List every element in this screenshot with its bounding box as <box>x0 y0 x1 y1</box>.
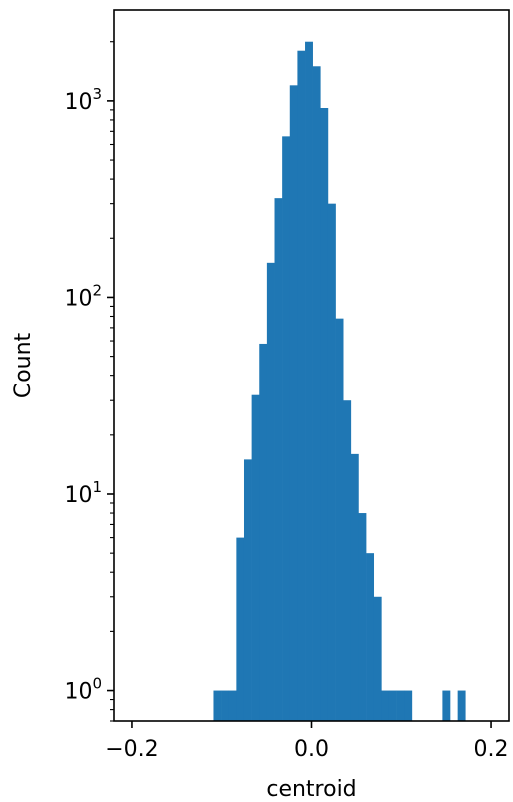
y-axis-label: Count <box>11 332 36 398</box>
histogram-bar <box>327 203 336 722</box>
histogram-bar <box>404 690 413 721</box>
histogram-bar <box>297 50 306 721</box>
y-tick-label: 102 <box>64 281 102 311</box>
histogram-bar <box>358 513 367 721</box>
histogram-bar <box>274 198 283 721</box>
histogram-bar <box>457 690 466 721</box>
histogram-bar <box>312 66 321 721</box>
histogram-bar <box>343 400 352 721</box>
histogram-bar <box>381 690 390 721</box>
histogram-bar <box>243 459 252 721</box>
histogram-bar <box>221 690 230 721</box>
x-tick-label: 0.0 <box>294 737 329 762</box>
histogram-bar <box>251 394 260 721</box>
x-axis-label: centroid <box>266 777 356 802</box>
histogram-bar <box>282 136 291 722</box>
histogram-bar <box>289 85 298 721</box>
histogram-bar <box>228 690 237 721</box>
histogram-bar <box>266 262 275 721</box>
y-tick-label: 100 <box>64 675 102 705</box>
histogram-bar <box>335 318 344 721</box>
x-axis-ticks: −0.2 0.0 0.2 <box>105 721 509 762</box>
histogram-bar <box>396 690 405 721</box>
histogram-bar <box>213 690 222 721</box>
histogram-bars <box>213 41 466 722</box>
histogram-bar <box>236 537 245 721</box>
histogram-bar <box>259 343 268 721</box>
histogram-bar <box>366 553 375 721</box>
histogram-bar <box>373 596 382 721</box>
x-tick-label: −0.2 <box>105 737 158 762</box>
y-tick-label: 103 <box>64 85 102 115</box>
histogram-bar <box>388 690 397 721</box>
histogram-bar <box>442 690 451 721</box>
histogram-bar <box>320 108 329 722</box>
y-tick-label: 101 <box>64 478 102 508</box>
x-tick-label: 0.2 <box>474 737 509 762</box>
y-axis-ticks: 100 101 102 103 <box>64 41 114 722</box>
histogram-bar <box>350 453 359 721</box>
histogram-bar <box>305 41 313 721</box>
